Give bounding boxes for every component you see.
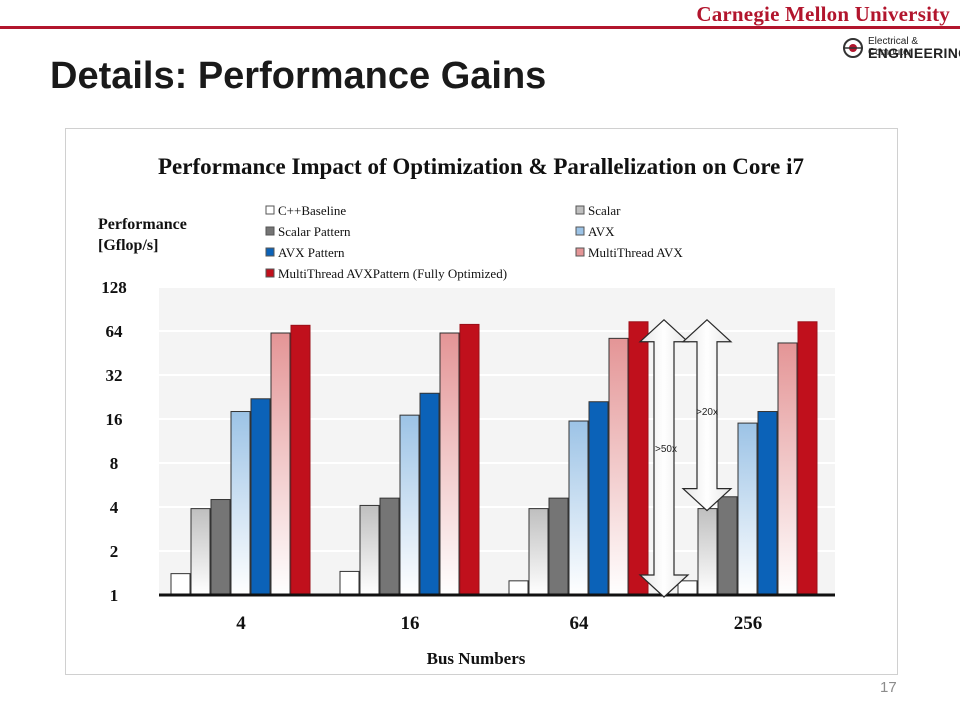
y-tick-label: 4 [110,498,119,517]
x-axis-label: Bus Numbers [427,649,526,668]
bar [190,508,211,596]
department-name-line2: ENGINEERING [868,45,960,61]
slide-title: Details: Performance Gains [50,55,547,97]
bar [568,420,589,596]
bar [339,570,360,596]
speedup-arrow-50x-label: >50x [655,444,677,455]
legend-label: MultiThread AVX [588,245,683,260]
bar [548,497,569,596]
x-tick-label: 16 [401,613,420,634]
bar [290,324,311,596]
legend-label: AVX Pattern [278,245,345,260]
chart-title: Performance Impact of Optimization & Par… [158,154,804,179]
legend-swatch [265,247,275,257]
bar [797,321,818,596]
university-logo-text: Carnegie Mellon University [696,2,950,26]
speedup-arrow-20x [681,318,733,512]
bar [717,496,738,596]
department-logo: Electrical & Computer ENGINEERING [842,35,960,61]
bar [230,411,251,596]
ece-logo-icon [843,38,863,58]
chart-container: 1 2 4 8 16 32 64 128 Performance Impact of Optim… [65,128,898,675]
x-tick-label: 4 [236,613,246,634]
bar [439,332,460,596]
bar [757,411,778,596]
legend-swatch [265,205,275,215]
y-tick-label: 1 [110,586,119,605]
legend-label: Scalar Pattern [278,224,351,239]
legend-swatch [265,268,275,278]
bar [359,504,380,596]
bar [399,414,420,596]
legend-swatch [575,247,585,257]
y-axis-label-unit: [Gflop/s] [98,237,158,254]
bar [777,342,798,596]
legend-label: AVX [588,224,615,239]
bar [697,508,718,596]
bar [608,337,629,596]
performance-chart: 1 2 4 8 16 32 64 128 Performance Impact of Optim… [98,154,835,668]
bar [250,398,271,596]
legend-swatch [575,226,585,236]
bar [419,392,440,596]
bar [588,401,609,596]
y-tick-label: 128 [101,278,127,297]
page-number: 17 [880,679,897,696]
bar [270,332,291,596]
legend-label: Scalar [588,203,621,218]
bar [528,508,549,596]
y-tick-label: 16 [106,410,123,429]
y-tick-label: 64 [106,322,124,341]
bar [170,573,191,596]
legend-label: C++Baseline [278,203,346,218]
bar [677,580,698,596]
speedup-arrow-20x-label: >20x [696,407,718,418]
y-tick-label: 32 [106,366,123,385]
bar [210,499,231,596]
department-name-line1: Electrical & Computer [868,36,919,58]
legend-swatch [265,226,275,236]
bar [628,321,649,596]
bar [508,580,529,596]
bar [379,497,400,596]
bar [459,323,480,596]
header-accent-line [0,26,960,29]
bar [737,422,758,596]
y-tick-label: 2 [110,542,119,561]
x-tick-label: 64 [570,613,590,634]
y-tick-label: 8 [110,454,119,473]
legend-label: MultiThread AVXPattern (Fully Optimized) [278,266,507,281]
speedup-arrow-50x [638,318,690,598]
legend-swatch [575,205,585,215]
x-tick-label: 256 [734,613,763,634]
y-axis-label: Performance [98,216,187,233]
